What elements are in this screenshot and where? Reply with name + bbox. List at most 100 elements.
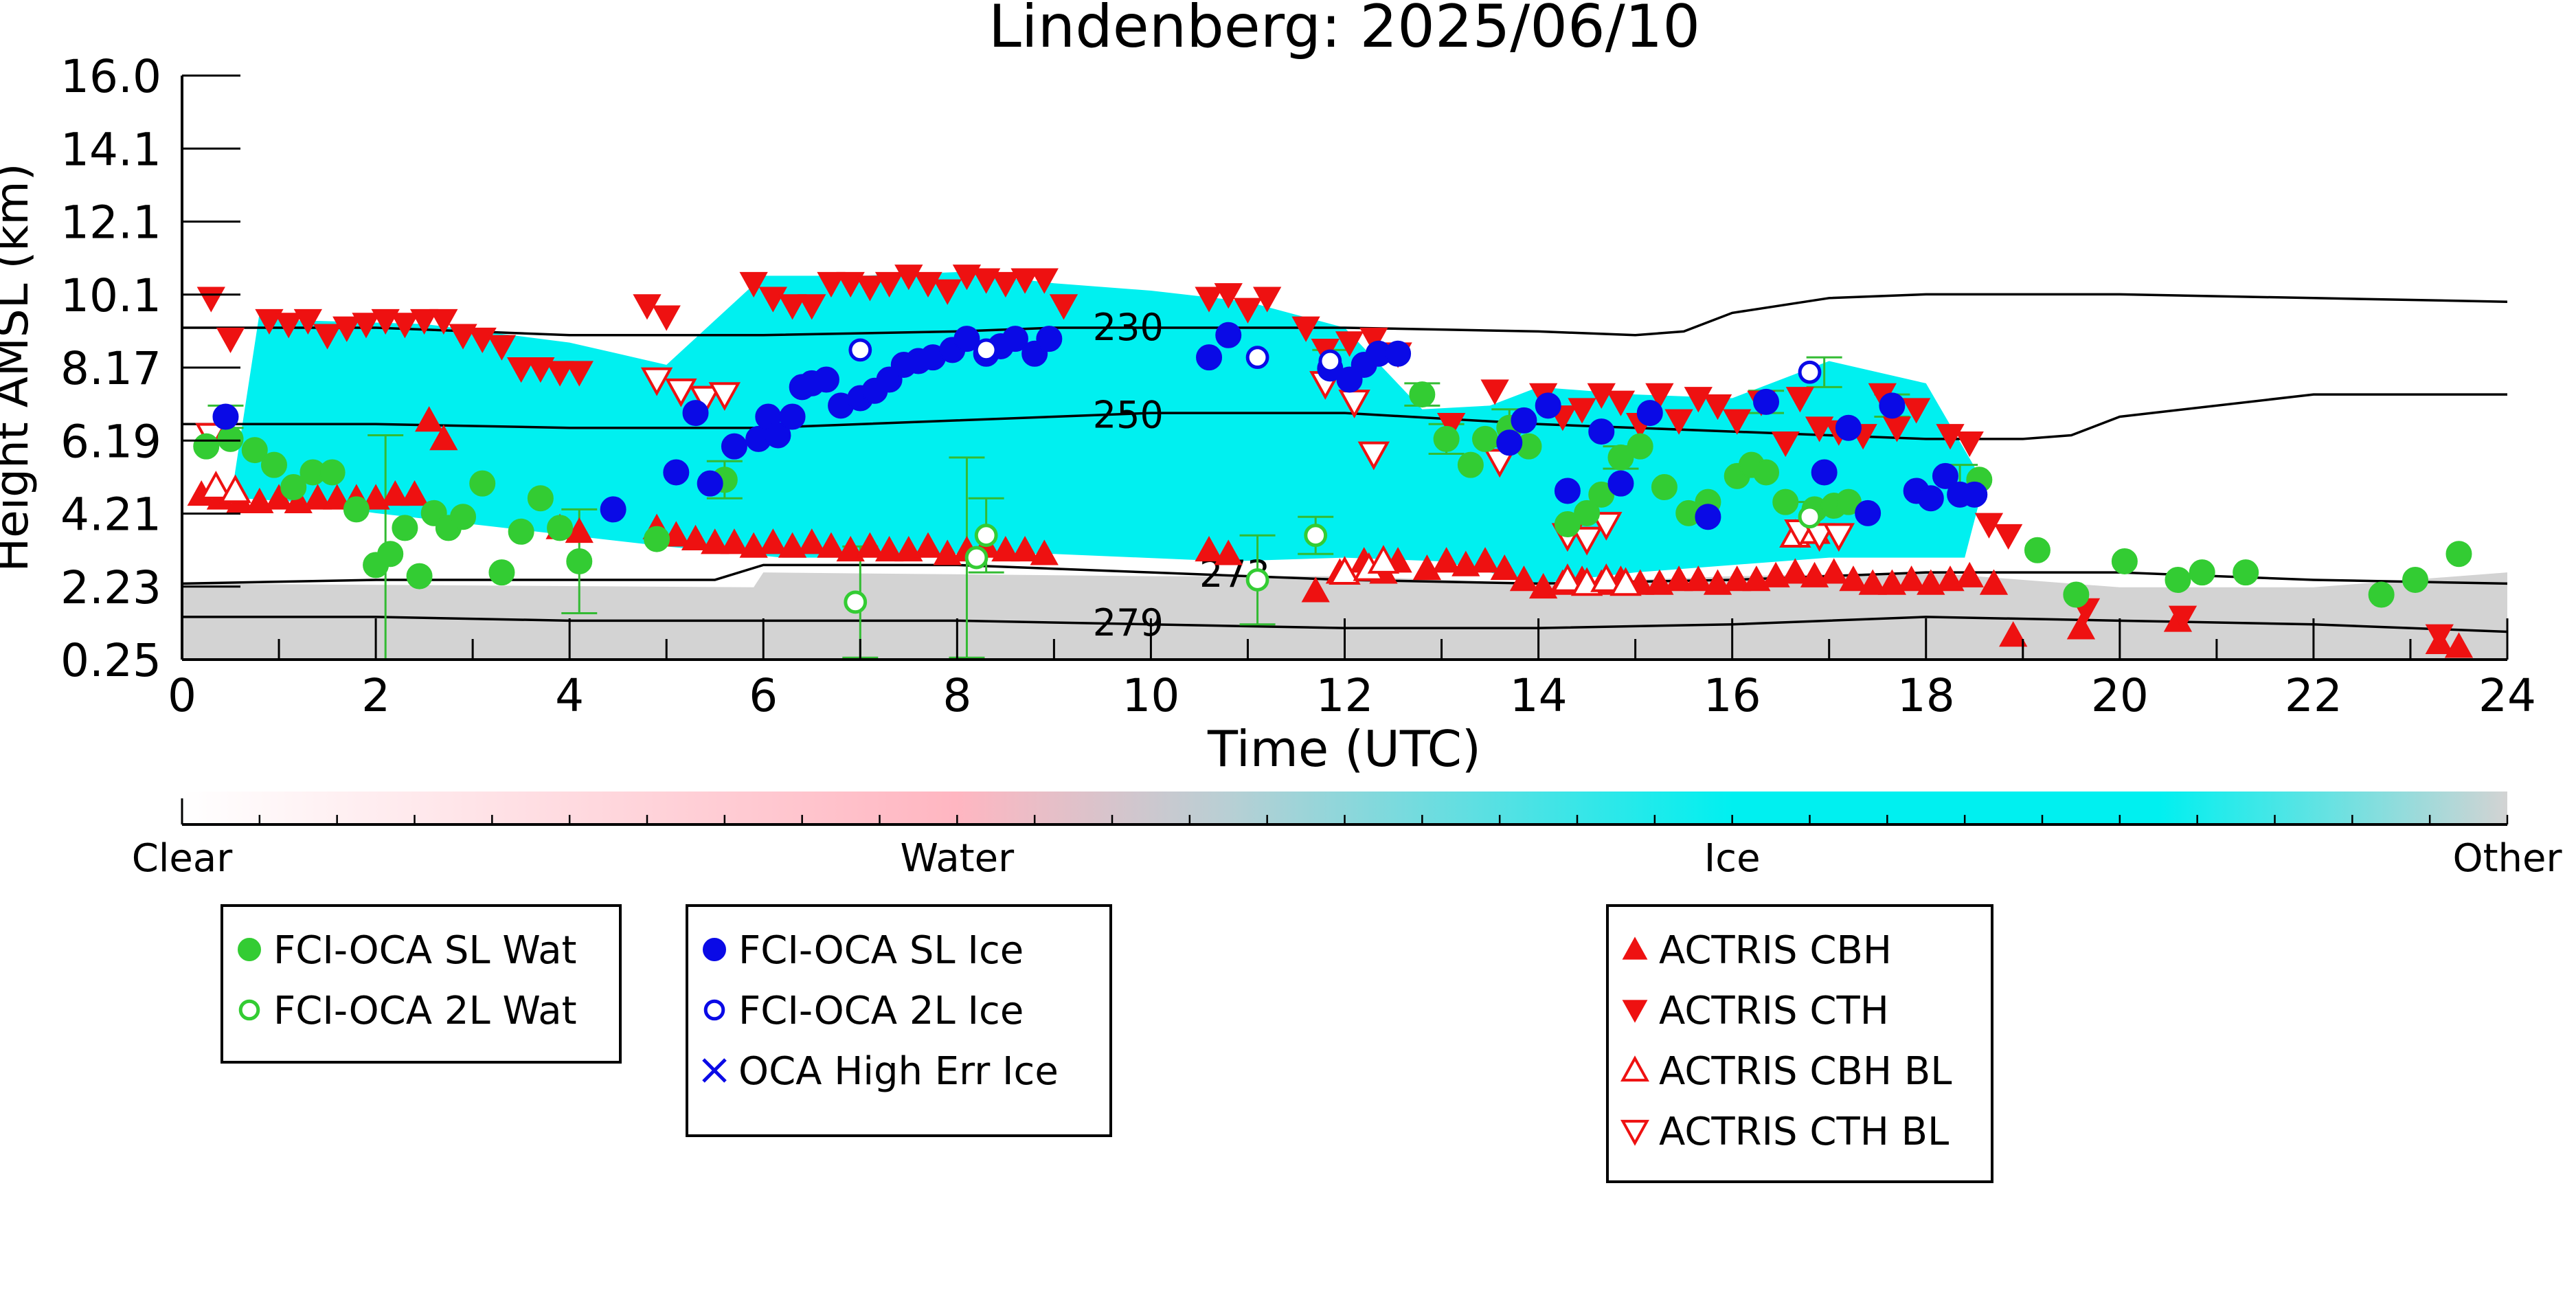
contour-label-250: 250	[1093, 393, 1164, 436]
point-actris-cth	[274, 313, 303, 339]
y-tick-label: 0.25	[60, 634, 161, 687]
point-fci-oca-sl-ice	[813, 366, 839, 393]
y-tick-label: 6.19	[60, 415, 161, 468]
point-fci-oca-sl-wat	[2189, 559, 2215, 586]
point-fci-oca-sl-ice	[1855, 499, 1882, 526]
point-fci-oca-2l-wat	[1245, 568, 1269, 592]
x-tick-label: 20	[2091, 669, 2149, 722]
legend-marker-fci-oca-2l-ice	[703, 999, 725, 1021]
point-actris-cth	[894, 265, 923, 291]
point-fci-oca-sl-wat	[1457, 451, 1484, 478]
point-fci-oca-sl-ice	[1588, 418, 1615, 445]
point-fci-oca-sl-ice	[953, 326, 980, 352]
point-fci-oca-sl-wat	[2024, 537, 2050, 563]
point-fci-oca-sl-wat	[343, 496, 370, 523]
point-actris-cth	[1030, 268, 1059, 294]
point-actris-cth	[409, 308, 439, 335]
legend-marker-actris-cth	[1622, 1000, 1648, 1023]
point-fci-oca-sl-ice	[721, 433, 747, 460]
point-fci-oca-sl-wat	[260, 451, 287, 478]
legend-label-fci-oca-sl-ice: FCI-OCA SL Ice	[738, 928, 1024, 973]
point-actris-cth	[1936, 424, 1965, 450]
point-fci-oca-sl-ice	[682, 400, 709, 427]
point-fci-oca-2l-wat	[1798, 505, 1822, 529]
point-fci-oca-sl-ice	[1932, 462, 1958, 489]
point-fci-oca-sl-wat	[1607, 444, 1634, 471]
x-tick-label: 10	[1122, 669, 1179, 722]
point-actris-cbh	[1723, 565, 1752, 592]
point-actris-cbh	[914, 532, 942, 558]
point-fci-oca-sl-wat	[566, 548, 593, 574]
point-fci-oca-sl-wat	[527, 485, 554, 512]
x-tick-label: 2	[361, 669, 390, 722]
point-fci-oca-2l-ice	[1318, 349, 1342, 373]
point-fci-oca-sl-wat	[2111, 548, 2138, 574]
x-tick-label: 6	[749, 669, 778, 722]
point-actris-cth	[468, 327, 497, 354]
point-fci-oca-sl-wat	[241, 437, 268, 464]
point-actris-cth	[196, 287, 225, 313]
legend-label-actris-cbh: ACTRIS CBH	[1659, 928, 1892, 973]
point-fci-oca-sl-ice	[779, 403, 806, 430]
contour-label-230: 230	[1093, 306, 1164, 349]
point-fci-oca-sl-wat	[2063, 581, 2090, 608]
point-actris-cth	[1587, 383, 1616, 409]
point-actris-cth	[855, 276, 885, 302]
point-actris-cth	[216, 327, 245, 354]
point-fci-oca-sl-wat	[488, 559, 515, 586]
point-actris-cbh	[1839, 565, 1868, 592]
legend-label-actris-cth-bl: ACTRIS CTH BL	[1659, 1110, 1949, 1154]
point-fci-oca-sl-wat	[1753, 459, 1780, 486]
point-actris-cbh	[415, 406, 444, 432]
point-actris-cth	[2168, 605, 2197, 631]
point-fci-oca-sl-ice	[1961, 481, 1988, 508]
point-actris-cth	[1645, 383, 1674, 409]
point-actris-cbh	[1897, 565, 1926, 592]
point-actris-cbh	[701, 528, 730, 554]
legend-label-actris-cth: ACTRIS CTH	[1659, 989, 1889, 1033]
legend-label-fci-oca-2l-ice: FCI-OCA 2L Ice	[738, 989, 1024, 1033]
point-fci-oca-2l-ice	[1245, 346, 1269, 370]
point-actris-cbh	[758, 528, 788, 554]
point-actris-cbh	[681, 524, 710, 550]
point-fci-oca-sl-wat	[469, 470, 496, 497]
point-fci-oca-sl-wat	[1651, 474, 1677, 501]
point-actris-cbh	[1820, 558, 1849, 584]
point-actris-cbh	[1684, 565, 1713, 592]
point-fci-oca-sl-wat	[217, 425, 244, 452]
legend-label-actris-cbh-bl: ACTRIS CBH BL	[1659, 1049, 1952, 1094]
legend-label-fci-oca-sl-wat: FCI-OCA SL Wat	[273, 928, 577, 973]
point-fci-oca-sl-ice	[1535, 392, 1561, 419]
point-actris-cth-bl	[665, 378, 697, 407]
point-fci-oca-2l-wat	[844, 590, 868, 614]
y-tick-label: 8.17	[60, 342, 161, 395]
point-actris-cbh	[855, 532, 885, 558]
point-fci-oca-sl-ice	[1511, 407, 1537, 434]
legend-marker-oca-high-err-ice	[702, 1058, 727, 1083]
point-actris-cth	[652, 305, 681, 331]
point-fci-oca-sl-wat	[2402, 566, 2429, 593]
point-actris-cbh-bl	[219, 474, 251, 504]
point-actris-cth	[1723, 409, 1752, 435]
point-actris-cth	[390, 313, 420, 339]
point-actris-cbh-bl	[1590, 563, 1623, 592]
point-fci-oca-sl-ice	[765, 422, 791, 449]
chart-title: Lindenberg: 2025/06/10	[988, 0, 1700, 61]
point-actris-cth	[352, 313, 381, 339]
point-actris-cbh	[1214, 539, 1243, 565]
point-fci-oca-sl-wat	[508, 518, 534, 545]
point-actris-cbh-bl	[1551, 563, 1584, 592]
colorbar-label-water: Water	[901, 836, 1015, 881]
x-tick-label: 16	[1704, 669, 1761, 722]
point-actris-cth	[313, 324, 342, 350]
point-fci-oca-sl-wat	[1472, 425, 1499, 452]
point-fci-oca-2l-wat	[974, 524, 998, 548]
point-actris-cbh	[1412, 554, 1442, 581]
point-fci-oca-sl-ice	[1496, 429, 1523, 456]
point-fci-oca-sl-ice	[600, 496, 626, 523]
point-fci-oca-sl-ice	[1917, 485, 1944, 512]
point-fci-oca-sl-wat	[1835, 489, 1862, 515]
point-actris-cth-bl	[640, 367, 673, 396]
point-actris-cth	[1335, 331, 1364, 357]
